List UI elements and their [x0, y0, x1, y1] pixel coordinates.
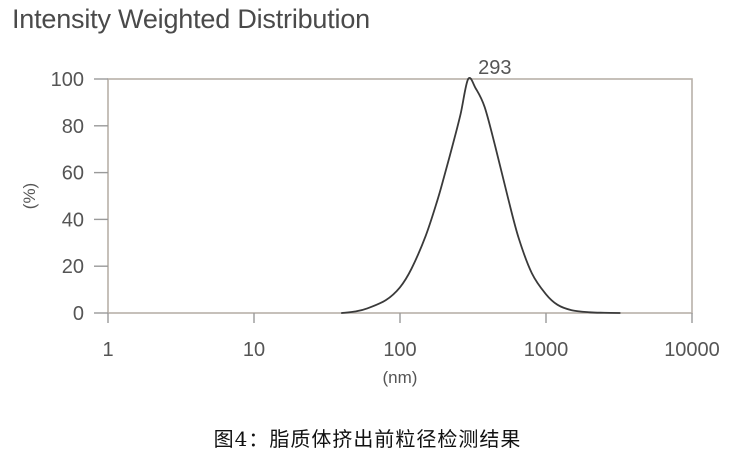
- x-axis-ticks: 1 10 100 1000 10000: [102, 313, 720, 361]
- peak-label: 293: [478, 57, 511, 79]
- x-tick-label: 10: [243, 339, 265, 361]
- x-tick-label: 1000: [524, 339, 569, 361]
- x-axis-label: (nm): [383, 368, 418, 387]
- y-tick-label: 60: [62, 163, 84, 185]
- y-tick-label: 80: [62, 116, 84, 138]
- x-tick-label: 10000: [664, 339, 720, 361]
- y-tick-label: 100: [51, 69, 84, 91]
- y-axis-label: (%): [20, 183, 39, 209]
- intensity-distribution-chart: 1 10 100 1000 10000 0 20 40 60 80 100 293 (nm) (%…: [20, 57, 720, 387]
- y-axis-ticks: 0 20 40 60 80 100: [51, 69, 108, 325]
- y-tick-label: 0: [73, 303, 84, 325]
- y-tick-label: 40: [62, 209, 84, 231]
- distribution-curve: [341, 77, 621, 314]
- chart-title: Intensity Weighted Distribution: [12, 4, 370, 34]
- y-tick-label: 20: [62, 256, 84, 278]
- plot-frame: [107, 78, 693, 314]
- figure-caption: 图4：脂质体挤出前粒径检测结果: [213, 427, 522, 451]
- x-tick-label: 1: [102, 339, 113, 361]
- x-tick-label: 100: [383, 339, 416, 361]
- series-layer: 293: [341, 57, 621, 314]
